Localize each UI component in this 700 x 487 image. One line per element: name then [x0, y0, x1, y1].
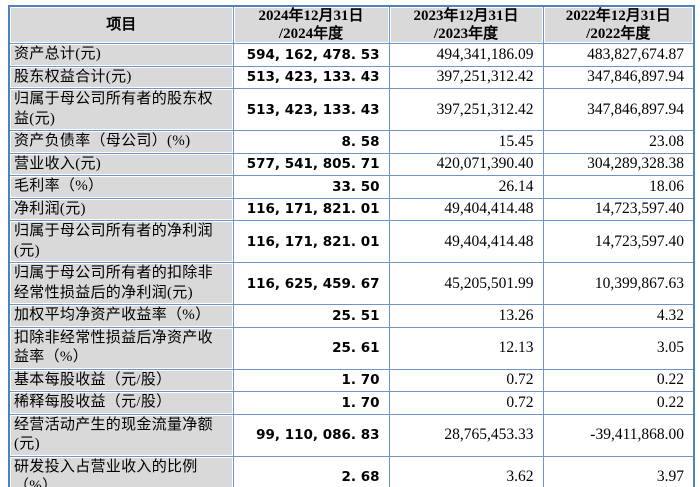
table-row: 归属于母公司所有者的扣除非 经常性损益后的净利润(元) 116, 625, 459…: [8, 262, 695, 305]
row-label: 加权平均净资产收益率（%）: [8, 304, 234, 328]
value-cell: 1. 70: [232, 368, 390, 392]
value-cell: 420,071,390.40: [388, 152, 544, 176]
value-cell: 594, 162, 478. 53: [232, 43, 390, 67]
table-row: 归属于母公司所有者的净利润 (元) 116, 171, 821. 01 49,404…: [8, 220, 695, 263]
table-header-row: 项目 2024年12月31日 /2024年度 2023年12月31日 /2023…: [8, 5, 695, 44]
value-cell: 49,404,414.48: [388, 197, 544, 221]
row-label: 稀释每股收益（元/股）: [8, 391, 234, 415]
table-row: 经营活动产生的现金流量净额 (元) 99, 110, 086. 83 28,765,…: [8, 413, 695, 457]
value-cell: 26.14: [388, 175, 544, 199]
value-cell: 116, 171, 821. 01: [232, 220, 390, 263]
table-row: 扣除非经常性损益后净资产收 益率（%） 25. 61 12.13 3.05: [8, 326, 695, 370]
value-cell: 15.45: [388, 130, 544, 154]
table-row: 基本每股收益（元/股） 1. 70 0.72 0.22: [8, 368, 695, 392]
value-cell: 45,205,501.99: [388, 262, 544, 305]
value-cell: 23.08: [542, 130, 695, 154]
row-label: 资产负债率（母公司）(%): [8, 130, 234, 154]
value-cell: 483,827,674.87: [542, 43, 695, 67]
table-row: 股东权益合计(元) 513, 423, 133. 43 397,251,312.42…: [8, 65, 695, 89]
value-cell: 0.72: [388, 391, 544, 415]
value-cell: 10,399,867.63: [542, 262, 695, 305]
row-label: 资产总计(元): [8, 43, 234, 67]
value-cell: 116, 625, 459. 67: [232, 262, 390, 305]
row-label: 归属于母公司所有者的扣除非 经常性损益后的净利润(元): [8, 262, 234, 305]
value-cell: 116, 171, 821. 01: [232, 197, 390, 221]
row-label: 基本每股收益（元/股）: [8, 368, 234, 392]
value-cell: 397,251,312.42: [388, 88, 544, 131]
table-row: 净利润(元) 116, 171, 821. 01 49,404,414.48 14,7…: [8, 197, 695, 221]
table-row: 资产负债率（母公司）(%) 8. 58 15.45 23.08: [8, 130, 695, 154]
value-cell: 18.06: [542, 175, 695, 199]
row-label: 经营活动产生的现金流量净额 (元): [8, 413, 234, 457]
value-cell: 3.97: [542, 455, 695, 487]
table-row: 资产总计(元) 594, 162, 478. 53 494,341,186.09 48…: [8, 43, 695, 67]
value-cell: 347,846,897.94: [542, 88, 695, 131]
value-cell: 8. 58: [232, 130, 390, 154]
row-label: 毛利率（%）: [8, 175, 234, 199]
value-cell: 513, 423, 133. 43: [232, 65, 390, 89]
row-label: 扣除非经常性损益后净资产收 益率（%）: [8, 326, 234, 370]
table-row: 毛利率（%） 33. 50 26.14 18.06: [8, 175, 695, 199]
value-cell: 3.62: [388, 455, 544, 487]
row-label: 净利润(元): [8, 197, 234, 221]
value-cell: 25. 51: [232, 304, 390, 328]
value-cell: 12.13: [388, 326, 544, 370]
row-label: 归属于母公司所有者的股东权 益(元): [8, 88, 234, 131]
financial-summary-table: 项目 2024年12月31日 /2024年度 2023年12月31日 /2023…: [8, 5, 695, 487]
value-cell: 577, 541, 805. 71: [232, 152, 390, 176]
table-row: 归属于母公司所有者的股东权 益(元) 513, 423, 133. 43 397,2…: [8, 88, 695, 131]
value-cell: -39,411,868.00: [542, 413, 695, 457]
row-label: 营业收入(元): [8, 152, 234, 176]
value-cell: 49,404,414.48: [388, 220, 544, 263]
table-row: 稀释每股收益（元/股） 1. 70 0.72 0.22: [8, 391, 695, 415]
value-cell: 494,341,186.09: [388, 43, 544, 67]
table-body: 资产总计(元) 594, 162, 478. 53 494,341,186.09 48…: [8, 43, 695, 487]
value-cell: 513, 423, 133. 43: [232, 88, 390, 131]
value-cell: 304,289,328.38: [542, 152, 695, 176]
value-cell: 4.32: [542, 304, 695, 328]
value-cell: 1. 70: [232, 391, 390, 415]
value-cell: 99, 110, 086. 83: [232, 413, 390, 457]
value-cell: 13.26: [388, 304, 544, 328]
value-cell: 14,723,597.40: [542, 220, 695, 263]
column-header-period-2024: 2024年12月31日 /2024年度: [232, 5, 390, 44]
value-cell: 347,846,897.94: [542, 65, 695, 89]
value-cell: 33. 50: [232, 175, 390, 199]
value-cell: 25. 61: [232, 326, 390, 370]
value-cell: 2. 68: [232, 455, 390, 487]
row-label: 归属于母公司所有者的净利润 (元): [8, 220, 234, 263]
value-cell: 0.22: [542, 368, 695, 392]
value-cell: 0.72: [388, 368, 544, 392]
table-row: 加权平均净资产收益率（%） 25. 51 13.26 4.32: [8, 304, 695, 328]
value-cell: 28,765,453.33: [388, 413, 544, 457]
row-label: 研发投入占营业收入的比例 （%）: [8, 455, 234, 487]
column-header-period-2023: 2023年12月31日 /2023年度: [388, 5, 544, 44]
value-cell: 397,251,312.42: [388, 65, 544, 89]
column-header-item: 项目: [8, 5, 234, 44]
column-header-period-2022: 2022年12月31日 /2022年度: [542, 5, 695, 44]
table-row: 营业收入(元) 577, 541, 805. 71 420,071,390.40 30…: [8, 152, 695, 176]
value-cell: 14,723,597.40: [542, 197, 695, 221]
table-row: 研发投入占营业收入的比例 （%） 2. 68 3.62 3.97: [8, 455, 695, 487]
value-cell: 3.05: [542, 326, 695, 370]
value-cell: 0.22: [542, 391, 695, 415]
row-label: 股东权益合计(元): [8, 65, 234, 89]
